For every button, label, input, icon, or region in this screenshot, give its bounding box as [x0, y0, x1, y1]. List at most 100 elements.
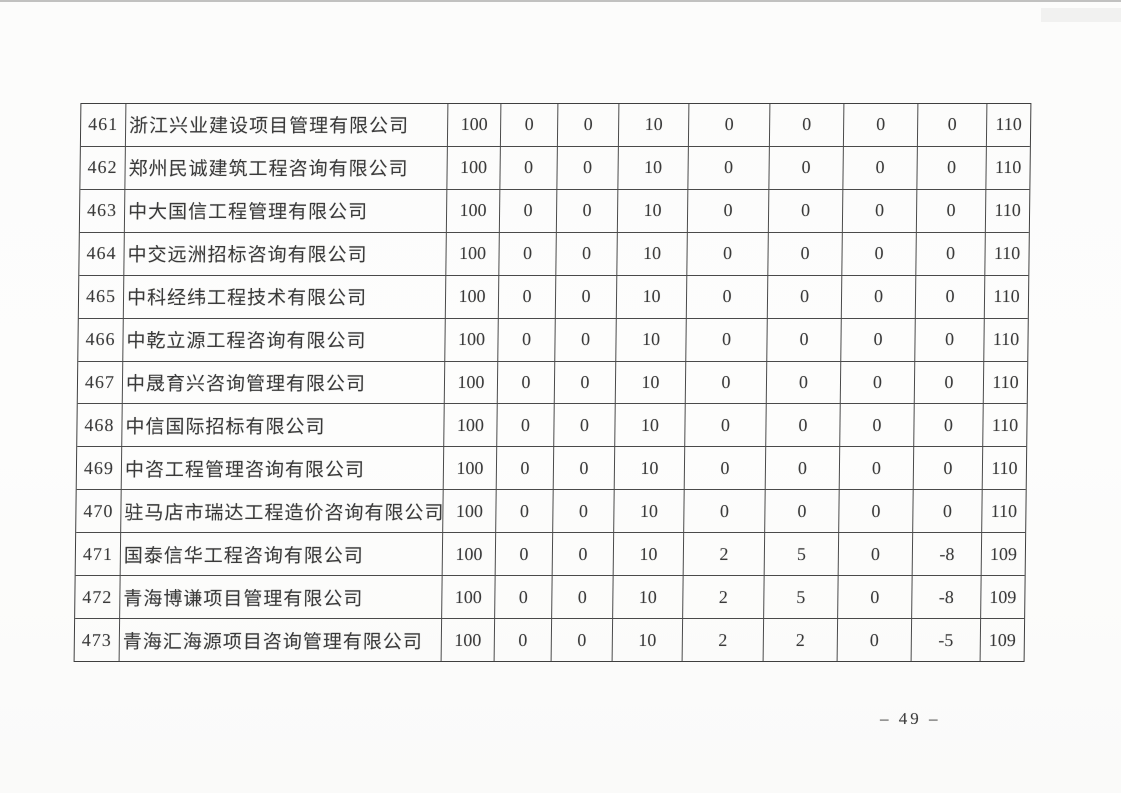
score-cell: 0: [550, 619, 613, 661]
score-cell: 10: [614, 361, 686, 404]
score-cell: 0: [493, 619, 552, 661]
score-cell: 0: [914, 275, 985, 318]
score-cell: 110: [982, 361, 1028, 404]
score-cell: 0: [766, 318, 841, 361]
scan-artifact: [1041, 8, 1121, 22]
table-row: 461 浙江兴业建设项目管理有限公司 100 0 0 10 0 0 0 0 110: [81, 104, 1031, 146]
score-cell: 10: [617, 104, 689, 146]
score-cell: 0: [556, 146, 618, 189]
score-cell: 10: [613, 447, 685, 490]
score-cell: 110: [985, 104, 1031, 146]
score-cell: 0: [838, 490, 913, 533]
table-row: 467 中晟育兴咨询管理有限公司 100 0 0 10 0 0 0 0 110: [77, 360, 1028, 404]
score-cell: 0: [552, 490, 614, 533]
score-cell: 0: [551, 533, 614, 576]
score-cell: 0: [842, 104, 918, 146]
score-cell: 110: [984, 189, 1030, 232]
company-name: 中乾立源工程咨询有限公司: [122, 318, 445, 361]
score-cell: 110: [981, 447, 1027, 490]
company-name: 中交远洲招标咨询有限公司: [123, 232, 446, 275]
score-cell: 0: [841, 189, 917, 232]
score-cell: 0: [767, 232, 842, 275]
company-name: 中科经纬工程技术有限公司: [122, 275, 446, 318]
score-cell: 0: [685, 275, 768, 318]
score-cell: 109: [979, 619, 1025, 661]
row-number: 461: [88, 114, 119, 135]
table-row: 469 中咨工程管理咨询有限公司 100 0 0 10 0 0 0 0 110: [76, 446, 1027, 490]
score-cell: 0: [838, 447, 914, 490]
row-number: 462: [87, 157, 118, 178]
score-cell: 109: [980, 576, 1025, 619]
score-cell: 10: [616, 232, 687, 275]
score-cell: 100: [443, 361, 498, 404]
company-name: 中信国际招标有限公司: [121, 404, 444, 447]
score-cell: 10: [613, 490, 684, 533]
score-cell: 0: [687, 146, 769, 189]
score-cell: 10: [616, 189, 688, 232]
row-number: 470: [83, 500, 114, 521]
page-number: – 49 –: [880, 709, 941, 728]
company-name: 中晟育兴咨询管理有限公司: [121, 361, 445, 404]
score-cell: 0: [916, 104, 987, 146]
row-number: 472: [82, 586, 113, 607]
score-cell: 0: [840, 318, 915, 361]
results-table: 461 浙江兴业建设项目管理有限公司 100 0 0 10 0 0 0 0 110 462 郑州民诚建筑…: [73, 103, 1032, 662]
company-name: 国泰信华工程咨询有限公司: [119, 533, 443, 576]
score-cell: 0: [841, 232, 916, 275]
score-cell: 0: [684, 404, 766, 447]
score-cell: 0: [915, 189, 986, 232]
score-cell: 0: [766, 275, 842, 318]
score-cell: 100: [440, 619, 495, 661]
score-cell: 0: [498, 189, 557, 232]
score-cell: 0: [494, 533, 553, 576]
score-cell: 0: [765, 404, 840, 447]
score-cell: 0: [913, 404, 983, 447]
score-cell: -5: [910, 619, 981, 661]
score-cell: 0: [768, 104, 844, 146]
score-cell: 0: [764, 490, 839, 533]
row-number: 466: [85, 329, 116, 350]
table-row: 471 国泰信华工程咨询有限公司 100 0 0 10 2 5 0 -8 109: [75, 532, 1026, 576]
row-number: 467: [84, 371, 116, 392]
table-row: 468 中信国际招标有限公司 100 0 0 10 0 0 0 0 110: [77, 403, 1027, 447]
score-cell: 100: [445, 189, 500, 232]
table-row: 473 青海汇海源项目咨询管理有限公司 100 0 0 10 2 2 0 -5 109: [74, 618, 1025, 661]
score-cell: 0: [683, 490, 765, 533]
row-number: 473: [81, 629, 112, 650]
score-cell: 110: [982, 404, 1027, 447]
score-cell: 2: [682, 533, 765, 576]
score-cell: 0: [495, 447, 554, 490]
score-cell: 0: [839, 404, 914, 447]
score-cell: 0: [495, 490, 553, 533]
score-cell: 0: [683, 447, 766, 490]
company-name: 青海博谦项目管理有限公司: [119, 576, 442, 619]
score-cell: 0: [685, 318, 767, 361]
score-cell: 100: [446, 146, 500, 189]
table-row: 464 中交远洲招标咨询有限公司 100 0 0 10 0 0 0 0 110: [79, 231, 1029, 275]
score-cell: 0: [913, 361, 984, 404]
score-cell: 0: [840, 275, 916, 318]
score-cell: 0: [914, 318, 984, 361]
score-cell: 100: [446, 104, 501, 146]
score-cell: 100: [445, 232, 499, 275]
scan-edge-line: [0, 0, 1121, 2]
score-cell: 0: [684, 361, 767, 404]
score-cell: 0: [552, 447, 615, 490]
company-name: 中咨工程管理咨询有限公司: [120, 447, 444, 490]
score-cell: 0: [554, 318, 616, 361]
score-cell: 0: [915, 232, 985, 275]
company-name: 郑州民诚建筑工程咨询有限公司: [124, 146, 447, 189]
score-cell: 0: [497, 275, 556, 318]
score-cell: -8: [911, 533, 982, 576]
score-cell: 0: [555, 232, 617, 275]
score-cell: 0: [768, 146, 843, 189]
score-cell: 10: [615, 318, 686, 361]
score-cell: 110: [985, 146, 1030, 189]
score-cell: 0: [912, 490, 982, 533]
score-cell: 0: [687, 104, 770, 146]
score-cell: 10: [612, 576, 683, 619]
score-cell: 110: [983, 318, 1028, 361]
score-cell: 109: [980, 533, 1026, 576]
row-number: 463: [86, 200, 118, 221]
